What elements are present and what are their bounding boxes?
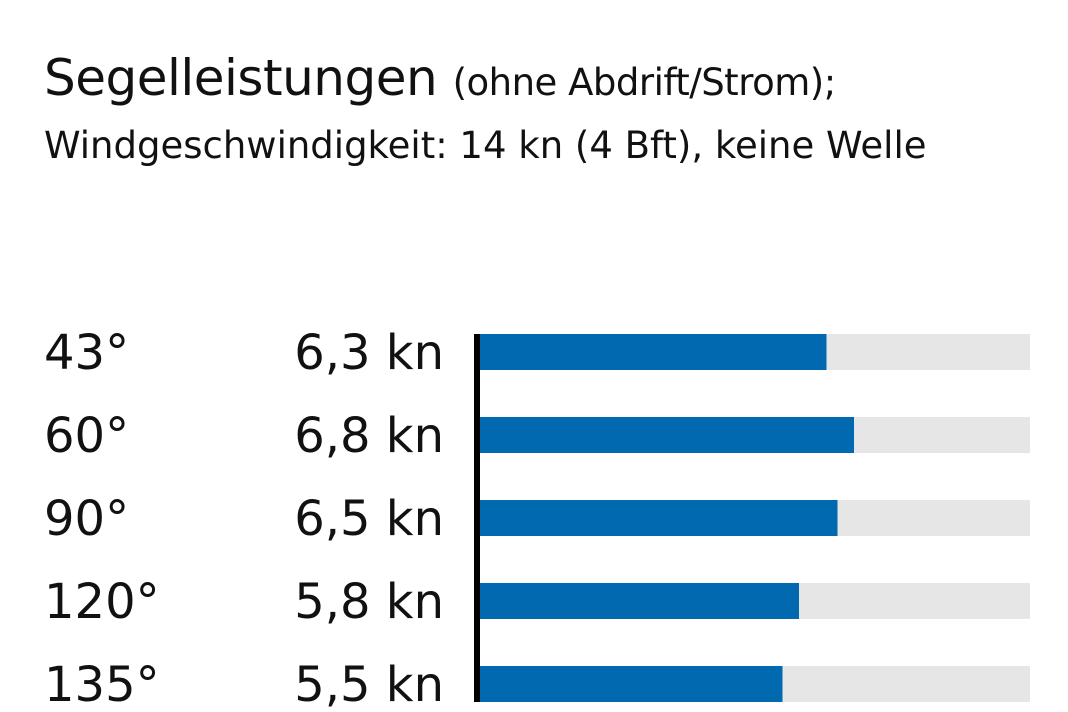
chart-title-block: Segelleistungen (ohne Abdrift/Strom); Wi… [44, 46, 1044, 177]
value-label: 6,8 kn [294, 408, 444, 464]
bar [480, 583, 799, 619]
bar [480, 500, 838, 536]
category-label: 60° [44, 408, 129, 464]
bar [480, 334, 827, 370]
chart-title-suffix: (ohne Abdrift/Strom); [452, 61, 837, 104]
category-label: 90° [44, 491, 129, 547]
chart-title-line: Segelleistungen (ohne Abdrift/Strom); [44, 46, 1044, 115]
bar [480, 666, 783, 702]
y-axis-line [474, 334, 480, 702]
value-label: 6,5 kn [294, 491, 444, 547]
value-label: 5,8 kn [294, 574, 444, 630]
category-label: 120° [44, 574, 160, 630]
value-label: 6,3 kn [294, 325, 444, 381]
chart-subtitle: Windgeschwindigkeit: 14 kn (4 Bft), kein… [44, 124, 927, 167]
category-label: 43° [44, 325, 129, 381]
chart-title: Segelleistungen [44, 49, 438, 107]
category-label: 135° [44, 657, 160, 712]
bar [480, 417, 854, 453]
value-label: 5,5 kn [294, 657, 444, 712]
